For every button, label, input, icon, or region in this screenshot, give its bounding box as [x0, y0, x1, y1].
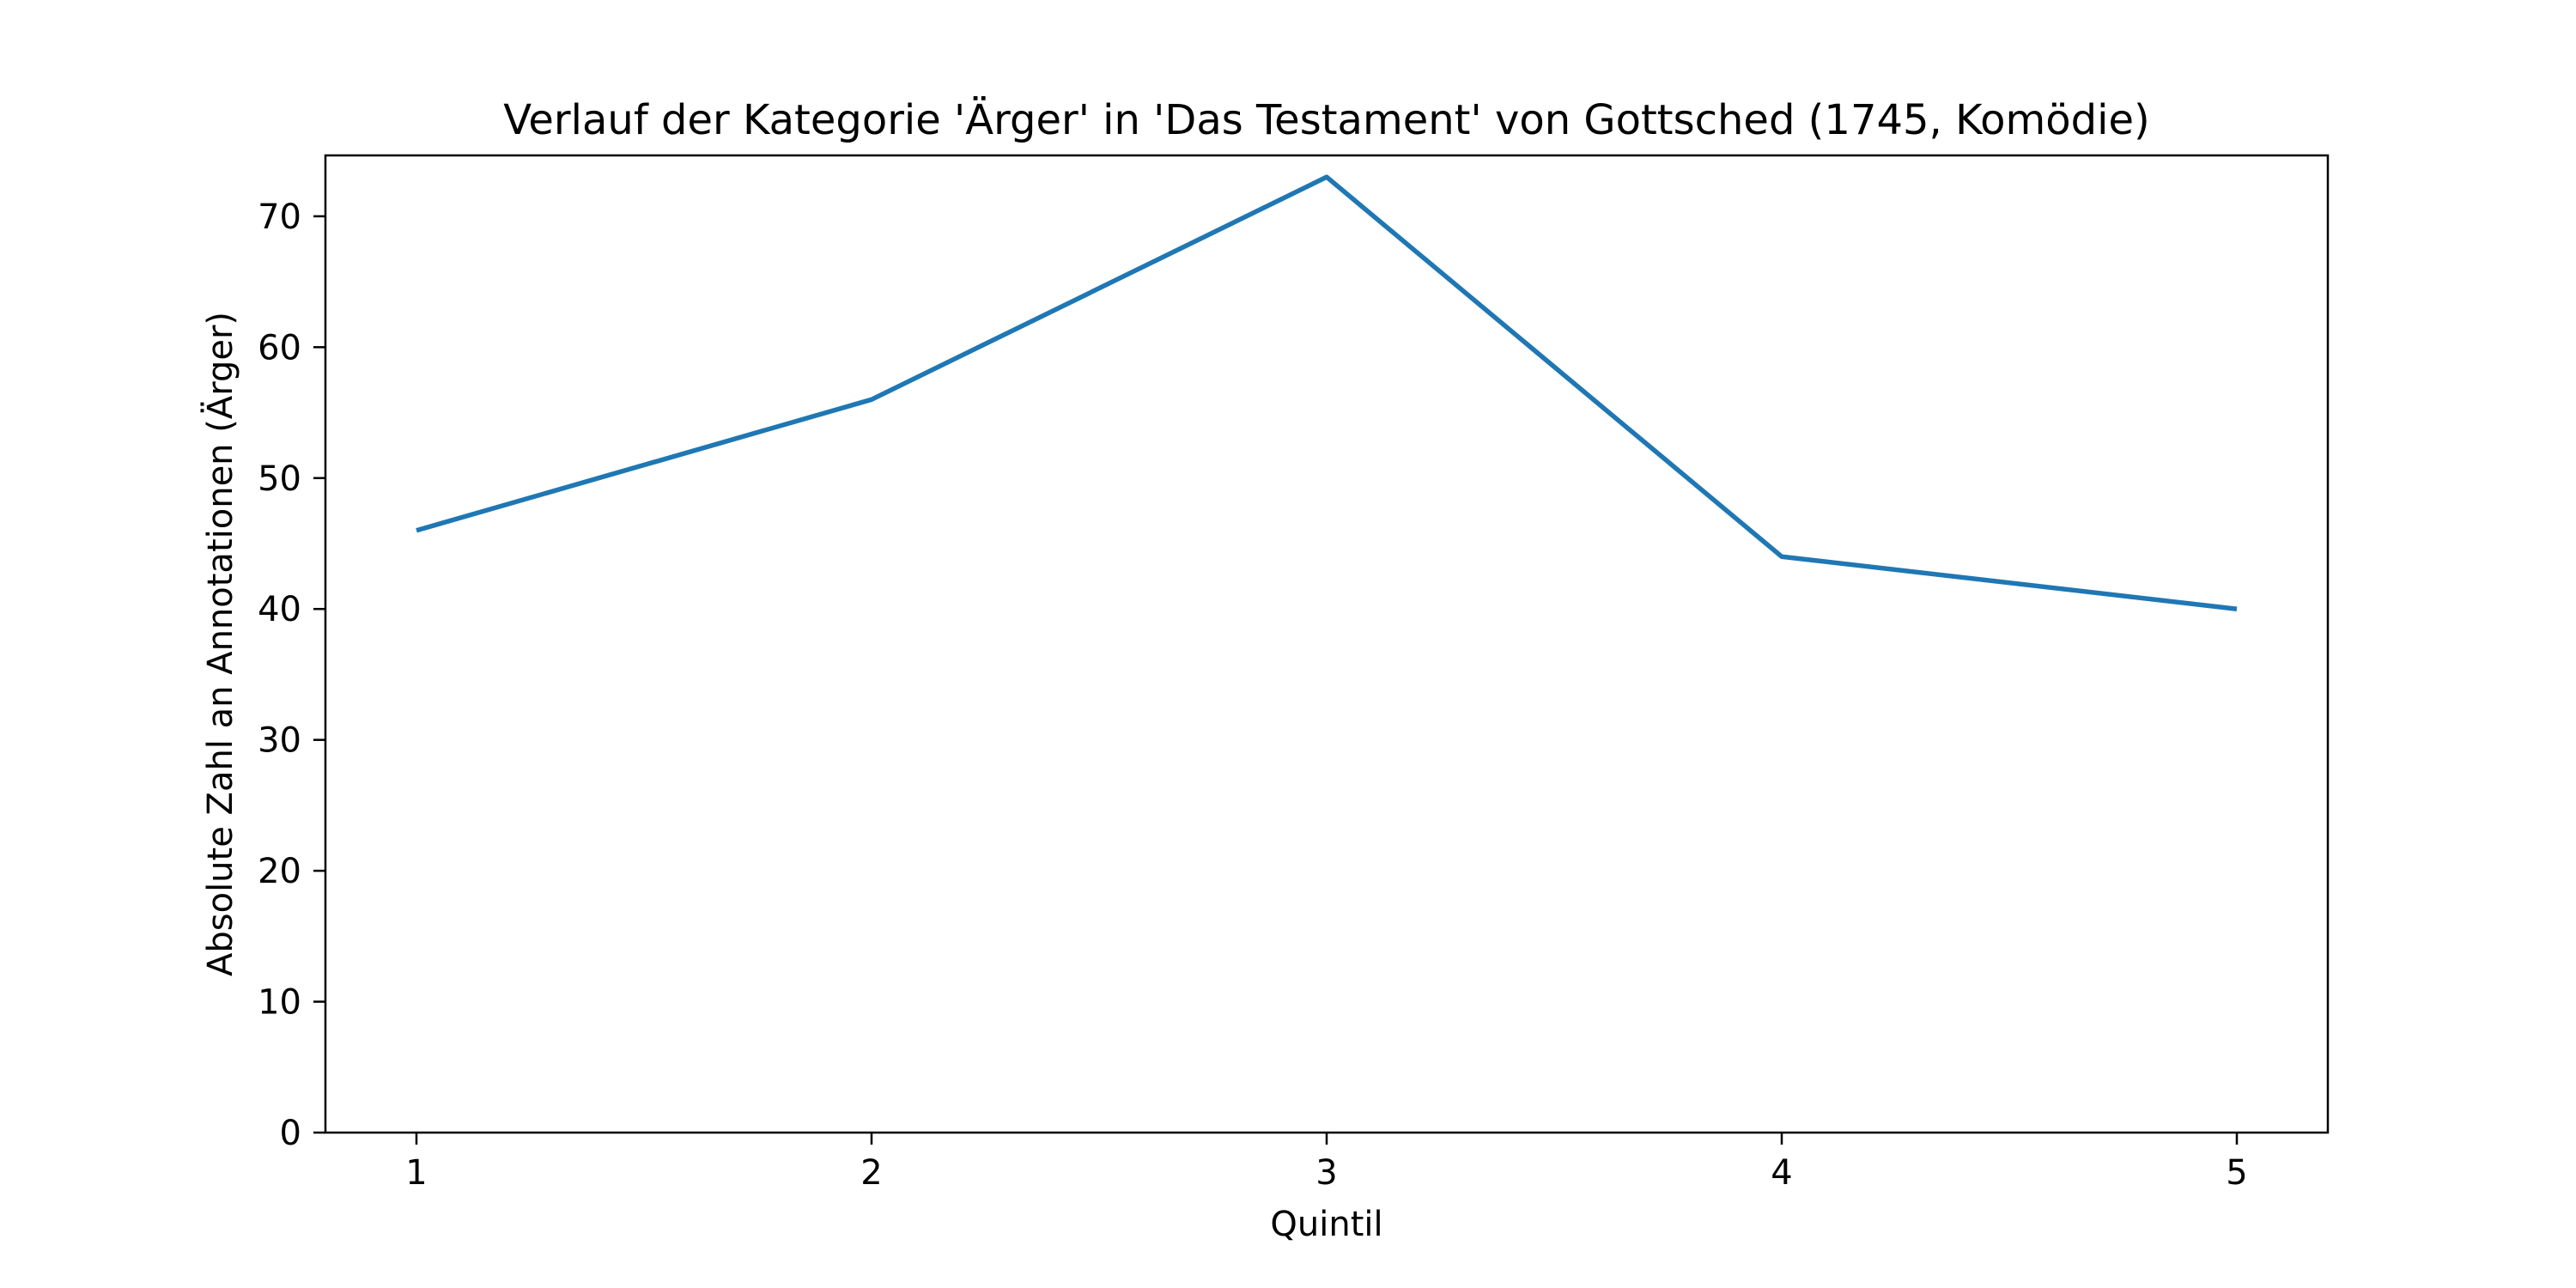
chart-title: Verlauf der Kategorie 'Ärger' in 'Das Te…	[503, 96, 2149, 144]
y-tick-label: 50	[258, 459, 301, 499]
y-tick-label: 60	[258, 328, 301, 368]
y-tick-label: 40	[258, 590, 301, 629]
x-tick-label: 2	[860, 1153, 882, 1193]
y-axis-label: Absolute Zahl an Annotationen (Ärger)	[199, 312, 240, 976]
y-tick-label: 10	[258, 983, 301, 1023]
x-axis: 1 2 3 4 5	[405, 1133, 2248, 1193]
x-tick-label: 3	[1315, 1153, 1337, 1193]
series-layer	[416, 174, 2238, 611]
x-axis-label: Quintil	[1270, 1205, 1382, 1244]
x-tick-label: 4	[1771, 1153, 1792, 1193]
series-line	[416, 174, 2238, 611]
plot-frame	[324, 154, 2330, 1134]
y-tick-label: 0	[280, 1114, 301, 1153]
y-tick-label: 30	[258, 721, 301, 761]
y-axis: 0 10 20 30 40 50 60 70	[258, 197, 325, 1153]
x-tick-label: 5	[2226, 1153, 2247, 1193]
y-tick-label: 20	[258, 852, 301, 891]
x-tick-label: 1	[405, 1153, 427, 1193]
y-tick-label: 70	[258, 197, 301, 237]
